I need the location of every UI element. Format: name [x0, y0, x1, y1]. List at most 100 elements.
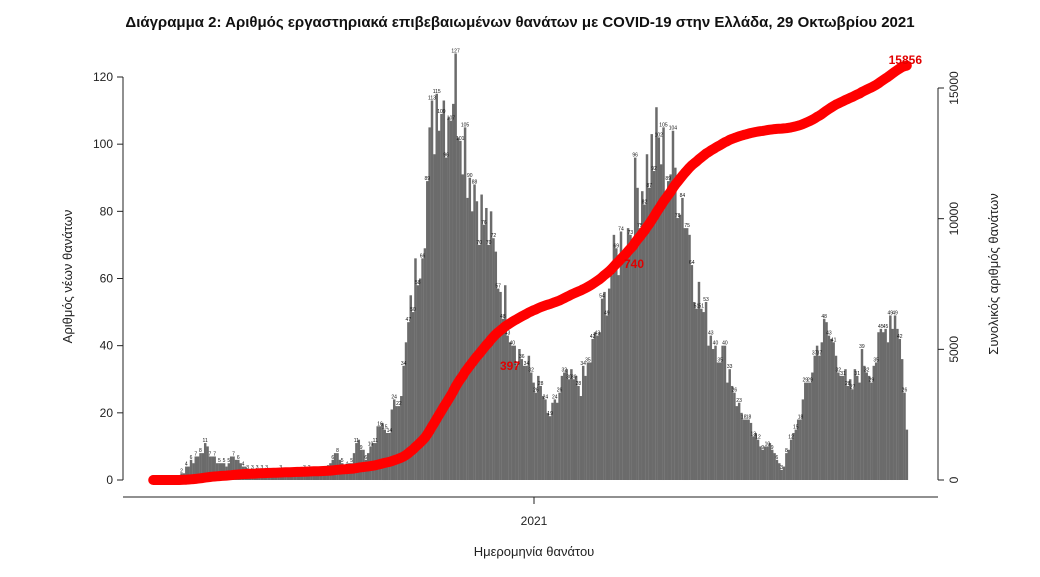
bar-data-label: 18 — [741, 415, 747, 421]
daily-deaths-bar — [867, 375, 871, 480]
daily-deaths-bar — [674, 167, 677, 480]
daily-deaths-bar — [782, 466, 786, 480]
daily-deaths-bar — [882, 332, 885, 480]
bar-data-label: 3 — [256, 465, 259, 471]
daily-deaths-bar — [574, 375, 578, 480]
bar-data-label: 8 — [199, 448, 202, 454]
bar-data-label: 2 — [180, 468, 183, 474]
daily-deaths-bar — [586, 362, 590, 480]
daily-deaths-bar — [730, 385, 734, 480]
daily-deaths-bar — [671, 130, 675, 481]
daily-deaths-bar — [763, 446, 767, 480]
daily-deaths-bar — [572, 379, 575, 480]
bar-data-label: 88 — [472, 179, 478, 185]
daily-deaths-bar — [837, 372, 840, 480]
bar-data-label: 16 — [377, 421, 383, 427]
daily-deaths-bar — [499, 291, 502, 480]
daily-deaths-bar — [378, 426, 382, 480]
daily-deaths-bar — [766, 446, 769, 480]
daily-deaths-bar — [622, 261, 625, 480]
daily-deaths-bar — [789, 439, 793, 480]
daily-deaths-bar — [416, 285, 420, 480]
daily-deaths-bar — [697, 281, 701, 480]
daily-deaths-bar — [189, 459, 193, 480]
bar-data-label: 9 — [761, 445, 764, 451]
daily-deaths-bar — [596, 335, 599, 480]
daily-deaths-bar — [806, 382, 809, 480]
daily-deaths-bar — [641, 191, 644, 480]
bar-data-label: 51 — [698, 304, 704, 310]
daily-deaths-bar — [773, 453, 776, 480]
bar-data-label: 34 — [401, 361, 407, 367]
bar-data-label: 49 — [892, 310, 898, 316]
daily-deaths-bar — [203, 443, 207, 480]
bar-data-label: 36 — [519, 354, 525, 360]
daily-deaths-bar — [185, 466, 188, 480]
bar-data-label: 69 — [613, 243, 619, 249]
bar-data-label: 26 — [732, 388, 738, 394]
daily-deaths-bar — [310, 473, 313, 480]
daily-deaths-bar — [461, 174, 464, 480]
bar-data-label: 37 — [817, 351, 823, 357]
daily-deaths-bar — [848, 379, 852, 480]
daily-deaths-bar — [447, 117, 450, 481]
daily-deaths-bar — [319, 473, 323, 480]
bar-data-label: 107 — [447, 116, 456, 122]
cumulative-annotations: 397 740 15856 — [500, 53, 922, 373]
daily-deaths-bar — [633, 157, 637, 480]
bar-data-label: 43 — [826, 331, 832, 337]
bar-data-label: 3 — [265, 465, 268, 471]
bar-data-label: 3 — [260, 465, 263, 471]
daily-deaths-bar — [395, 406, 398, 480]
daily-deaths-bar — [853, 369, 857, 480]
bar-data-label: 101 — [456, 136, 465, 142]
daily-deaths-bar — [605, 315, 609, 480]
daily-deaths-bar — [544, 399, 547, 480]
daily-deaths-bar — [315, 473, 318, 480]
bar-data-label: 76 — [481, 220, 487, 226]
daily-deaths-bar — [889, 315, 892, 480]
bar-data-label: 6 — [775, 455, 778, 461]
cumulative-label-2: 740 — [624, 257, 644, 271]
bar-data-label: 72 — [491, 233, 497, 239]
daily-deaths-bar — [785, 453, 788, 480]
daily-deaths-bar — [877, 332, 880, 480]
bar-data-label: 5 — [227, 458, 230, 464]
daily-deaths-bar — [695, 308, 698, 480]
daily-deaths-bar — [728, 369, 731, 480]
daily-deaths-bar — [390, 409, 394, 480]
daily-deaths-bar — [891, 328, 894, 481]
daily-deaths-bar — [589, 362, 592, 480]
daily-deaths-bar — [525, 365, 528, 480]
y-tick-label: 120 — [93, 70, 113, 84]
daily-deaths-bar — [780, 469, 783, 480]
daily-deaths-bar — [593, 332, 597, 480]
daily-deaths-bar — [704, 302, 708, 480]
bar-data-label: 5 — [218, 458, 221, 464]
bar-data-label: 47 — [406, 317, 412, 323]
daily-deaths-bar — [459, 140, 462, 480]
daily-deaths-bar — [555, 402, 559, 480]
y-axis-title: Αριθμός νέων θανάτων — [60, 210, 75, 344]
daily-deaths-bar — [799, 419, 802, 480]
x-tick-label: 2021 — [521, 514, 548, 528]
daily-deaths-bar — [539, 385, 542, 480]
daily-deaths-bar — [213, 456, 216, 480]
y2-tick-label: 15000 — [947, 71, 961, 105]
bar-data-label: 35 — [717, 357, 723, 363]
bar-data-label: 4 — [242, 462, 245, 468]
daily-deaths-bar — [676, 218, 679, 481]
bar-data-label: 5 — [223, 458, 226, 464]
bar-data-label: 24 — [552, 394, 558, 400]
bar-data-label: 73 — [628, 230, 634, 236]
bar-data-label: 29 — [869, 378, 875, 384]
daily-deaths-bar — [418, 278, 422, 480]
daily-deaths-bar — [742, 419, 746, 480]
daily-deaths-bar — [707, 345, 710, 480]
daily-deaths-bar — [600, 298, 604, 480]
daily-deaths-bar — [567, 379, 571, 480]
daily-deaths-bar — [822, 318, 826, 480]
daily-deaths-bar — [761, 449, 764, 480]
bar-data-label: 58 — [415, 280, 421, 286]
daily-deaths-bar — [437, 130, 441, 481]
